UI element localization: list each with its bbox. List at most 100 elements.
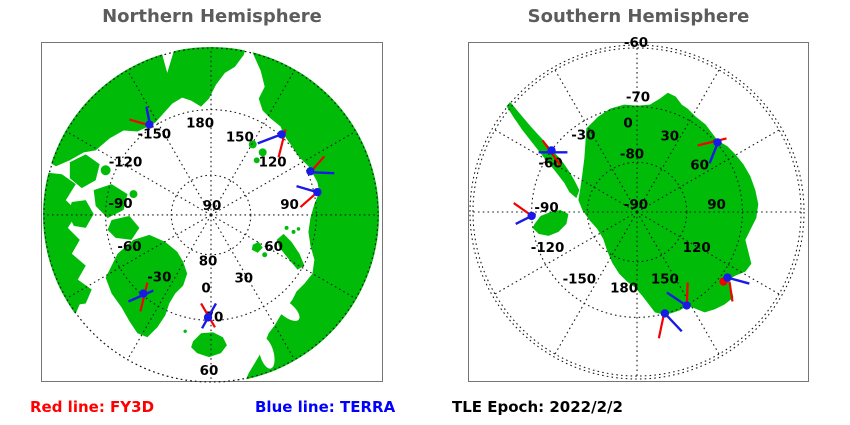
graticule-label: -120 bbox=[531, 241, 565, 256]
sea-inlet bbox=[273, 297, 300, 321]
map-boundary-circle bbox=[469, 44, 805, 380]
graticule-label: 30 bbox=[660, 129, 679, 144]
graticule-label: 30 bbox=[234, 272, 253, 287]
satellite-marker bbox=[200, 302, 218, 329]
satellite-position-dot bbox=[145, 120, 154, 129]
legend-blue-line-terra: Blue line: TERRA bbox=[255, 398, 396, 416]
satellite-position-dot bbox=[723, 273, 732, 282]
satellite-marker bbox=[128, 282, 154, 312]
graticule-label: 120 bbox=[683, 241, 711, 256]
graticule-label: 60 bbox=[264, 240, 283, 255]
graticule-label: 120 bbox=[259, 155, 287, 170]
graticule-label: -150 bbox=[138, 127, 172, 142]
land-mass bbox=[67, 200, 94, 228]
small-island bbox=[183, 329, 187, 333]
satellite-position-dot bbox=[682, 301, 691, 310]
small-island bbox=[498, 85, 502, 90]
graticule-label: 60 bbox=[690, 158, 709, 173]
satellite-position-dot bbox=[203, 313, 213, 322]
small-island bbox=[258, 148, 267, 157]
satellite-marker bbox=[306, 155, 335, 176]
graticule-label: 90 bbox=[280, 198, 299, 213]
land-layer bbox=[492, 85, 759, 315]
graticule-parallel bbox=[105, 109, 317, 321]
land-mass bbox=[69, 154, 100, 189]
land-mass bbox=[251, 241, 263, 253]
north-hemisphere-title: Northern Hemisphere bbox=[102, 6, 322, 27]
graticule-label: -120 bbox=[109, 155, 143, 170]
satellite-marker bbox=[697, 137, 727, 164]
graticule-label: -70 bbox=[626, 91, 650, 106]
satellite-marker bbox=[296, 185, 322, 208]
satellite-marker bbox=[129, 106, 154, 129]
graticule-label: -90 bbox=[108, 197, 132, 212]
land-mass bbox=[191, 332, 227, 358]
satellite-position-dot bbox=[527, 211, 536, 221]
graticule-label: 150 bbox=[651, 273, 679, 288]
fy3d-track-line bbox=[697, 137, 727, 147]
satellite-marker bbox=[513, 202, 537, 225]
graticule-label: -80 bbox=[620, 147, 644, 162]
graticule-label: -60 bbox=[117, 240, 141, 255]
land-mass bbox=[42, 172, 92, 306]
satellite-position-dot bbox=[277, 130, 286, 139]
graticule-label: -90 bbox=[624, 198, 648, 213]
land-mass bbox=[45, 46, 247, 167]
graticule-label: -30 bbox=[147, 271, 171, 286]
graticule-label: -150 bbox=[563, 273, 597, 288]
fy3d-track-line bbox=[299, 192, 318, 208]
graticule-parallel bbox=[586, 161, 688, 263]
land-layer bbox=[42, 46, 380, 382]
satellite-position-dot bbox=[547, 146, 556, 155]
graticule-label: -60 bbox=[624, 36, 648, 51]
small-island bbox=[248, 140, 257, 149]
graticule-label: 180 bbox=[610, 282, 638, 297]
satellite-marker bbox=[257, 129, 287, 158]
graticule-label: 60 bbox=[200, 364, 219, 379]
map-boundary-circle bbox=[43, 47, 379, 383]
graticule-label: 0 bbox=[201, 282, 210, 297]
satellite-position-dot bbox=[306, 167, 315, 176]
small-island bbox=[100, 165, 111, 176]
graticule-label: -90 bbox=[534, 201, 558, 216]
land-mass bbox=[107, 215, 140, 240]
small-island bbox=[291, 229, 296, 234]
south-hemisphere-map: -60 -70 -80 -90 0 30 60 90 120 150 180 -150 -120 -90 -… bbox=[468, 36, 809, 382]
legend-tle-epoch: TLE Epoch: 2022/2/2 bbox=[452, 398, 623, 416]
graticule-label: -30 bbox=[571, 128, 595, 143]
land-mass bbox=[93, 184, 128, 218]
small-island bbox=[296, 227, 301, 231]
fy3d-track-line bbox=[657, 314, 665, 339]
satellite-position-dot bbox=[660, 309, 670, 318]
legend-red-line-fy3d: Red line: FY3D bbox=[30, 398, 155, 416]
land-mass bbox=[276, 233, 305, 270]
satellite-marker bbox=[538, 139, 568, 166]
satellite-position-dot bbox=[313, 187, 322, 197]
small-island bbox=[129, 190, 138, 199]
satellite-position-dot bbox=[713, 138, 722, 147]
satellite-marker bbox=[666, 282, 691, 310]
satellite-position-dot bbox=[139, 289, 148, 298]
graticule-parallel bbox=[170, 174, 252, 256]
satellite-marker bbox=[657, 309, 683, 339]
graticule-label: 150 bbox=[226, 130, 254, 145]
north-hemisphere-map: 180 150 120 90 60 30 0 -30 -60 -90 -120 -150 90 80 70 6… bbox=[41, 42, 383, 383]
terra-track-line bbox=[708, 142, 719, 164]
satellite-marker bbox=[719, 273, 750, 302]
graticule-label: 90 bbox=[707, 198, 726, 213]
small-island bbox=[284, 225, 289, 230]
land-mass bbox=[578, 92, 759, 315]
small-island bbox=[253, 157, 260, 164]
sea-inlet bbox=[258, 337, 275, 369]
land-mass bbox=[502, 98, 580, 199]
south-map-svg: -60 -70 -80 -90 0 30 60 90 120 150 180 -150 -120 -90 -… bbox=[469, 36, 805, 380]
small-island bbox=[262, 252, 268, 258]
land-mass bbox=[532, 210, 569, 236]
fy3d-track-line bbox=[728, 281, 734, 302]
graticule-label: 180 bbox=[186, 117, 214, 132]
south-hemisphere-title: Southern Hemisphere bbox=[527, 6, 750, 27]
land-mass bbox=[244, 46, 380, 382]
north-map-svg: 1801501209060300-30-60-90-120-1509080706… bbox=[42, 46, 380, 383]
graticule-label: 0 bbox=[623, 117, 632, 132]
